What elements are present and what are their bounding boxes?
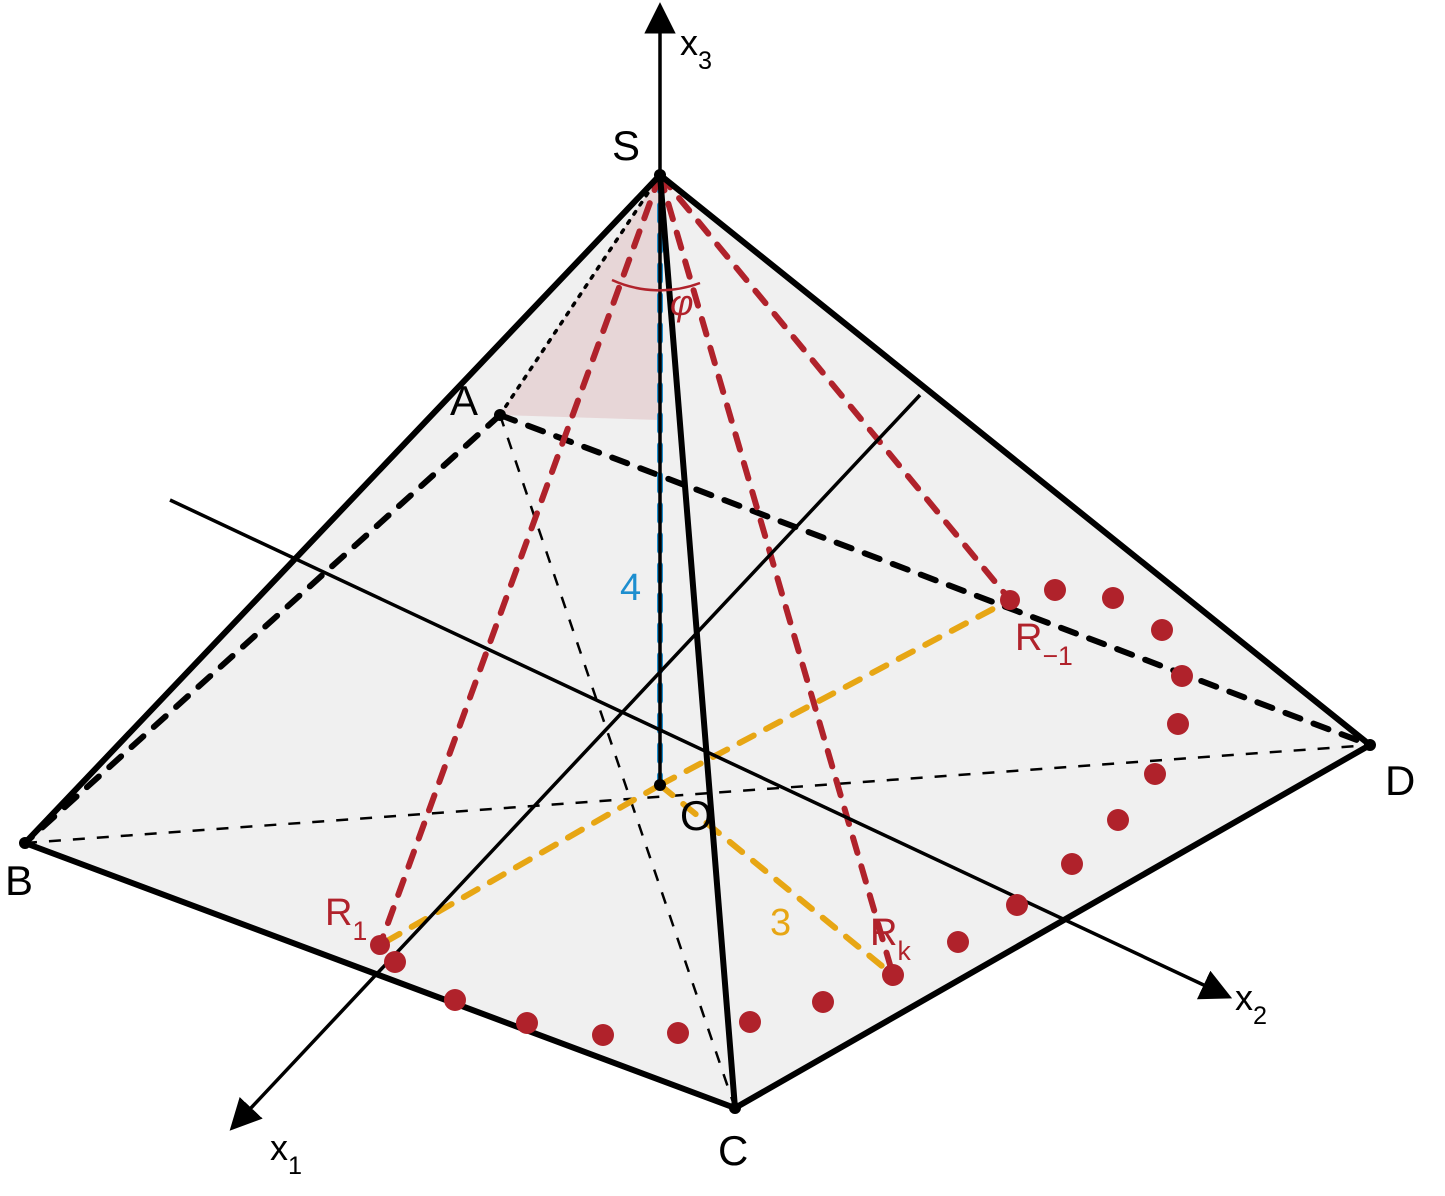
label-height: 4	[620, 567, 641, 609]
arc-dot	[1144, 763, 1166, 785]
label-radius: 3	[770, 902, 791, 944]
label-B: B	[5, 857, 33, 904]
label-angle: φ	[670, 282, 693, 323]
label-x2: x2	[1235, 977, 1267, 1030]
arc-dot	[1006, 894, 1028, 916]
point-R1	[370, 935, 390, 955]
label-A: A	[450, 377, 478, 424]
pyramid-diagram: x1 x2 x3 S A B C D O R1 Rk R−1 4 3 φ	[0, 0, 1445, 1196]
arc-dot	[1167, 713, 1189, 735]
label-x3: x3	[680, 22, 712, 75]
arc-dot	[1151, 619, 1173, 641]
label-C: C	[718, 1127, 748, 1174]
arc-dot	[1171, 665, 1193, 687]
arc-dot	[812, 991, 834, 1013]
arc-dot	[516, 1012, 538, 1034]
arc-dot	[739, 1011, 761, 1033]
label-S: S	[612, 122, 640, 169]
arc-dot	[384, 951, 406, 973]
arc-dot	[947, 931, 969, 953]
arc-dot	[667, 1022, 689, 1044]
arc-dot	[1102, 587, 1124, 609]
label-D: D	[1385, 757, 1415, 804]
label-x1: x1	[270, 1127, 302, 1180]
arc-dot	[592, 1024, 614, 1046]
point-Rm1	[1000, 590, 1020, 610]
arc-dot	[1061, 853, 1083, 875]
arc-dot	[1107, 809, 1129, 831]
label-O: O	[680, 792, 713, 839]
arc-dot	[882, 964, 904, 986]
arc-dot	[444, 989, 466, 1011]
arc-dot	[1044, 579, 1066, 601]
